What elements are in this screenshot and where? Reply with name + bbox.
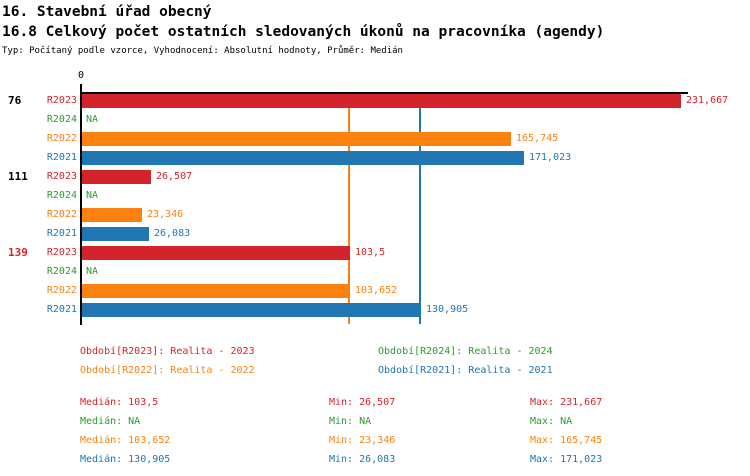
series-label-r2021: R2021 bbox=[46, 228, 77, 239]
group-label: 111 bbox=[8, 170, 28, 183]
series-label-r2021: R2021 bbox=[46, 304, 77, 315]
series-label-r2022: R2022 bbox=[46, 209, 77, 220]
stat-median-r2024: Medián: NA bbox=[80, 416, 141, 427]
bar-value-label: 171,023 bbox=[529, 152, 572, 163]
series-label-r2024: R2024 bbox=[46, 266, 77, 277]
bar-value-label: 26,507 bbox=[156, 171, 193, 182]
stat-min-r2024: Min: NA bbox=[329, 416, 372, 427]
bar-r2021 bbox=[82, 303, 421, 317]
stat-median-r2021: Medián: 130,905 bbox=[80, 454, 171, 465]
series-label-r2023: R2023 bbox=[46, 95, 77, 106]
stat-median-r2022: Medián: 103,652 bbox=[80, 435, 171, 446]
stat-min-r2021: Min: 26,083 bbox=[329, 454, 396, 465]
bar-r2023 bbox=[82, 246, 350, 260]
na-value-label: NA bbox=[86, 114, 99, 125]
median-line-r2022 bbox=[348, 94, 350, 324]
bar-value-label: 103,5 bbox=[355, 247, 386, 258]
median-line-r2021 bbox=[419, 94, 421, 324]
indicator-subtitle: 16.8 Celkový počet ostatních sledovaných… bbox=[2, 24, 605, 40]
stat-min-r2022: Min: 23,346 bbox=[329, 435, 396, 446]
chart: 0 76 R2023 231,667 R2024 NA R2022 165,745 R2021 1… bbox=[0, 62, 750, 332]
series-label-r2021: R2021 bbox=[46, 152, 77, 163]
series-label-r2022: R2022 bbox=[46, 285, 77, 296]
bar-value-label: 23,346 bbox=[147, 209, 184, 220]
bar-r2022 bbox=[82, 132, 511, 146]
bar-r2023 bbox=[82, 170, 151, 184]
legend-item-r2022: Období[R2022]: Realita - 2022 bbox=[80, 365, 255, 376]
chart-top-line bbox=[81, 92, 688, 94]
bar-value-label: 231,667 bbox=[686, 95, 729, 106]
bar-value-label: 103,652 bbox=[355, 285, 398, 296]
bar-r2021 bbox=[82, 151, 524, 165]
legend-item-r2024: Období[R2024]: Realita - 2024 bbox=[378, 346, 553, 357]
stat-min-r2023: Min: 26,507 bbox=[329, 397, 396, 408]
group-label: 76 bbox=[8, 94, 22, 107]
bar-value-label: 130,905 bbox=[426, 304, 469, 315]
series-label-r2023: R2023 bbox=[46, 171, 77, 182]
stat-max-r2022: Max: 165,745 bbox=[530, 435, 603, 446]
stat-max-r2023: Max: 231,667 bbox=[530, 397, 603, 408]
bar-value-label: 26,083 bbox=[154, 228, 191, 239]
bar-r2022 bbox=[82, 208, 142, 222]
legend: Období[R2023]: Realita - 2023 Období[R202… bbox=[0, 338, 750, 384]
indicator-meta: Typ: Počítaný podle vzorce, Vyhodnocení:… bbox=[2, 46, 403, 56]
bar-r2021 bbox=[82, 227, 149, 241]
bar-value-label: 165,745 bbox=[516, 133, 559, 144]
group-label: 139 bbox=[8, 246, 28, 259]
y-axis bbox=[80, 84, 82, 325]
stat-max-r2024: Max: NA bbox=[530, 416, 573, 427]
series-label-r2024: R2024 bbox=[46, 190, 77, 201]
series-label-r2023: R2023 bbox=[46, 247, 77, 258]
na-value-label: NA bbox=[86, 190, 99, 201]
stats-table: Medián: 103,5 Min: 26,507 Max: 231,667 Medi… bbox=[0, 390, 750, 470]
legend-item-r2023: Období[R2023]: Realita - 2023 bbox=[80, 346, 255, 357]
bar-r2023 bbox=[82, 94, 681, 108]
na-value-label: NA bbox=[86, 266, 99, 277]
stat-max-r2021: Max: 171,023 bbox=[530, 454, 603, 465]
axis-zero-label: 0 bbox=[77, 70, 85, 81]
bar-r2022 bbox=[82, 284, 350, 298]
stat-median-r2023: Medián: 103,5 bbox=[80, 397, 159, 408]
series-label-r2024: R2024 bbox=[46, 114, 77, 125]
legend-item-r2021: Období[R2021]: Realita - 2021 bbox=[378, 365, 553, 376]
series-label-r2022: R2022 bbox=[46, 133, 77, 144]
page-title: 16. Stavební úřad obecný bbox=[2, 4, 212, 20]
